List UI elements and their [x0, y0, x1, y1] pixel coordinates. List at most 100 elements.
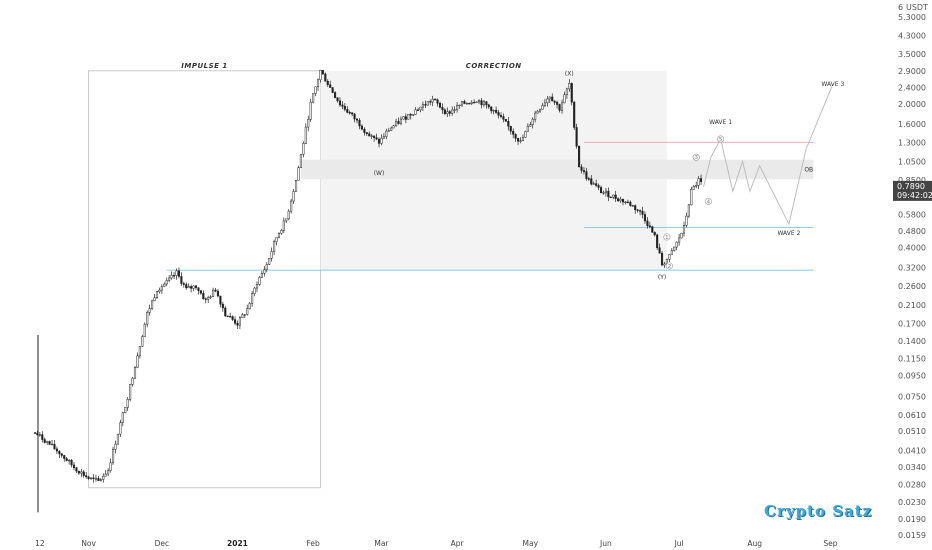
candle [170, 271, 173, 280]
candle [653, 231, 656, 237]
candle [663, 261, 666, 268]
candle [395, 118, 398, 127]
y-tick-label: 0.4000 [898, 243, 926, 252]
candle [182, 281, 185, 288]
candle [438, 101, 442, 109]
candle [648, 221, 651, 229]
candle [480, 98, 483, 109]
candle [470, 100, 473, 106]
candle [634, 204, 637, 214]
candle [407, 114, 410, 120]
candle [382, 133, 385, 139]
candle [253, 286, 256, 297]
candle [158, 287, 161, 294]
candle [185, 282, 188, 290]
candle [377, 137, 381, 148]
candle [111, 446, 115, 465]
candle [33, 432, 37, 434]
price-tag-box [893, 180, 932, 201]
candle [43, 437, 46, 444]
candle [190, 284, 193, 293]
candle [207, 295, 210, 304]
candle [390, 126, 393, 131]
y-tick-label: 1.6000 [898, 120, 926, 129]
y-tick-label: 0.2600 [898, 282, 926, 291]
candle [402, 116, 405, 120]
candle [526, 123, 529, 132]
candle [187, 283, 190, 289]
y-tick-label: 0.0230 [898, 498, 926, 507]
candle [212, 287, 215, 298]
x-tick-label: Feb [306, 539, 320, 548]
x-tick-label: Mar [374, 539, 389, 548]
y-tick-label: 0.1150 [898, 355, 926, 364]
y-tick-label: 1.3000 [898, 138, 926, 147]
candle [321, 70, 324, 75]
impulse-label: IMPULSE 1 [181, 62, 227, 70]
candle [436, 98, 439, 107]
y-tick-label: 0.2100 [898, 301, 926, 310]
candle [651, 225, 654, 233]
candle [355, 118, 359, 124]
candle [463, 99, 466, 105]
candle [270, 247, 273, 262]
candle [48, 440, 51, 445]
y-tick-label: 0.0410 [898, 447, 926, 456]
y-tick-label: 2.9000 [898, 67, 926, 76]
candle [592, 181, 595, 185]
candle [409, 113, 412, 120]
candle [621, 198, 625, 206]
candle [353, 113, 356, 123]
candle [553, 100, 556, 105]
candle [85, 472, 88, 479]
wave-circle-2: 2 [665, 262, 673, 270]
candle [297, 165, 300, 181]
candle [619, 196, 622, 203]
watermark-logo: Crypto Satz [764, 502, 873, 520]
candle [453, 106, 456, 114]
chart-boxes: IMPULSE 1 CORRECTION OB [88, 62, 814, 489]
svg-text:5: 5 [719, 137, 723, 143]
candle [497, 110, 500, 119]
candle [546, 96, 549, 107]
y-tick-label: 0.0510 [898, 427, 926, 436]
candle [512, 128, 515, 139]
candle [502, 113, 505, 123]
candle [675, 241, 678, 251]
candle [275, 236, 278, 246]
candle [570, 82, 573, 106]
y-tick-label: 5.3000 [898, 13, 926, 22]
candle [531, 117, 534, 129]
candle [416, 107, 420, 111]
candle [543, 98, 546, 108]
candle [465, 102, 468, 105]
impulse-box [88, 70, 321, 489]
ob-label: OB [804, 166, 813, 173]
candle [614, 190, 617, 202]
candle [287, 209, 290, 221]
candle [107, 468, 110, 476]
horizontal-levels [37, 141, 814, 513]
candle [482, 99, 485, 107]
candle [129, 383, 132, 402]
candle [548, 96, 551, 104]
svg-text:4: 4 [707, 199, 711, 205]
candle [41, 431, 44, 443]
svg-text:3: 3 [694, 155, 698, 161]
candle [617, 197, 620, 203]
candle [224, 306, 227, 317]
candle [319, 69, 322, 83]
candle [192, 285, 195, 292]
candle [529, 121, 532, 127]
candle [65, 456, 68, 462]
x-tick-label: May [523, 539, 539, 548]
candle [151, 299, 154, 311]
candle [514, 133, 517, 142]
candle [556, 100, 559, 109]
candle [216, 288, 220, 298]
candle [429, 99, 432, 106]
wave-label-0: (X) [565, 71, 574, 78]
candle [434, 98, 437, 101]
y-tick-label: 0.1700 [898, 320, 926, 329]
candle [55, 446, 58, 454]
